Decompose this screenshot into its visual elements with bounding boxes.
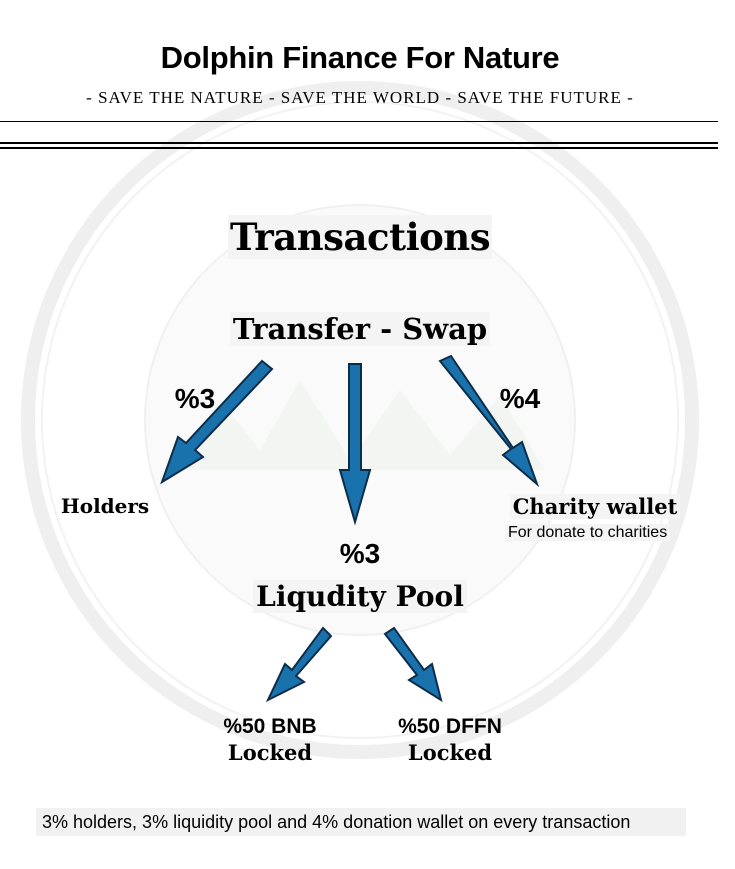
dffn-label: %50 DFFN bbox=[398, 715, 502, 738]
charity-label: Charity wallet bbox=[495, 494, 695, 519]
footer-summary: 3% holders, 3% liquidity pool and 4% don… bbox=[36, 808, 686, 836]
arrow-to-dffn bbox=[383, 626, 443, 703]
arrow-to-liquidity bbox=[338, 363, 372, 526]
diagram-heading: Transactions bbox=[227, 215, 493, 259]
holders-percent: %3 bbox=[174, 383, 216, 414]
bnb-label: %50 BNB bbox=[223, 715, 317, 738]
dffn-status: Locked bbox=[407, 740, 493, 765]
holders-label: Holders bbox=[60, 494, 150, 518]
divider-top bbox=[0, 121, 718, 122]
page-subtitle: - SAVE THE NATURE - SAVE THE WORLD - SAV… bbox=[86, 88, 634, 107]
source-node: Transfer - Swap bbox=[200, 312, 520, 346]
liquidity-percent: %3 bbox=[339, 538, 381, 569]
arrow-to-charity bbox=[438, 354, 540, 488]
charity-percent: %4 bbox=[499, 383, 541, 414]
divider-double-1 bbox=[0, 142, 718, 144]
charity-note: For donate to charities bbox=[505, 524, 695, 542]
page-title: Dolphin Finance For Nature bbox=[160, 40, 560, 75]
divider-double-2 bbox=[0, 147, 718, 149]
arrow-to-holders bbox=[160, 359, 274, 485]
liquidity-label: Liqudity Pool bbox=[220, 580, 500, 613]
bnb-status: Locked bbox=[227, 740, 313, 765]
arrow-to-bnb bbox=[265, 626, 333, 703]
